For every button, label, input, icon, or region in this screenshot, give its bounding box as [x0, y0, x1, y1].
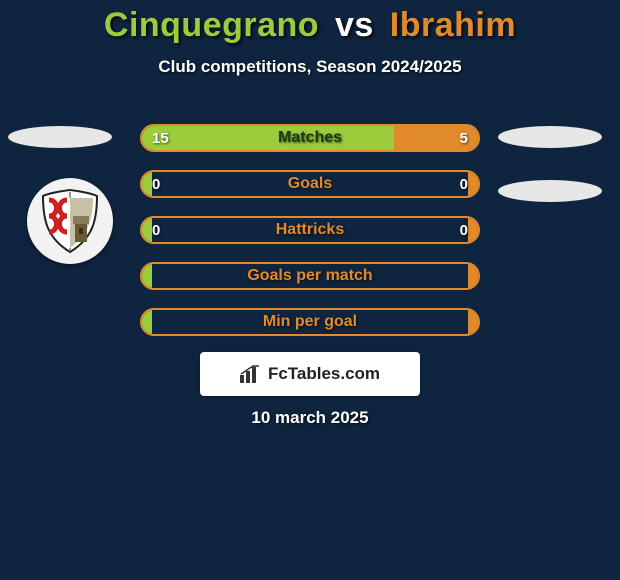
stat-row: Goals0 0: [140, 170, 480, 198]
brand-text: FcTables.com: [268, 364, 380, 384]
crest-icon: [35, 186, 105, 256]
stat-value-right: 5: [460, 126, 468, 150]
bar-chart-icon: [240, 365, 262, 383]
vs-label: vs: [335, 6, 374, 44]
stat-label: Hattricks: [142, 218, 478, 242]
oval-right-bottom: [498, 180, 602, 202]
stat-row: Min per goal: [140, 308, 480, 336]
stat-label: Min per goal: [142, 310, 478, 334]
stat-row: Matches155: [140, 124, 480, 152]
stat-row: Goals per match: [140, 262, 480, 290]
stat-bar-right: [468, 218, 478, 242]
stat-bar-right: [468, 264, 478, 288]
stat-value-left: 15: [152, 126, 169, 150]
stat-bar-right: [468, 310, 478, 334]
stat-label: Goals per match: [142, 264, 478, 288]
stat-bar-left: [142, 310, 152, 334]
stat-value-right: 0: [460, 172, 468, 196]
stat-label: Goals: [142, 172, 478, 196]
player2-name: Ibrahim: [390, 6, 516, 44]
stat-bar-left: [142, 264, 152, 288]
date-label: 10 march 2025: [0, 408, 620, 428]
stat-bar-left: [142, 172, 152, 196]
stat-value-right: 0: [460, 218, 468, 242]
stat-value-left: 0: [152, 172, 160, 196]
stat-bars: Matches155Goals00Hattricks00Goals per ma…: [140, 124, 480, 354]
stat-bar-left: [142, 218, 152, 242]
oval-right-top: [498, 126, 602, 148]
brand-badge: FcTables.com: [200, 352, 420, 396]
stat-value-left: 0: [152, 218, 160, 242]
stat-row: Hattricks0 0: [140, 216, 480, 244]
page-title: Cinquegrano vs Ibrahim: [0, 0, 620, 45]
stat-bar-right: [468, 172, 478, 196]
team-crest: [27, 178, 113, 264]
stat-bar-left: [142, 126, 394, 150]
comparison-infographic: Cinquegrano vs Ibrahim Club competitions…: [0, 0, 620, 580]
subtitle: Club competitions, Season 2024/2025: [0, 57, 620, 77]
player1-name: Cinquegrano: [104, 6, 319, 44]
oval-left: [8, 126, 112, 148]
